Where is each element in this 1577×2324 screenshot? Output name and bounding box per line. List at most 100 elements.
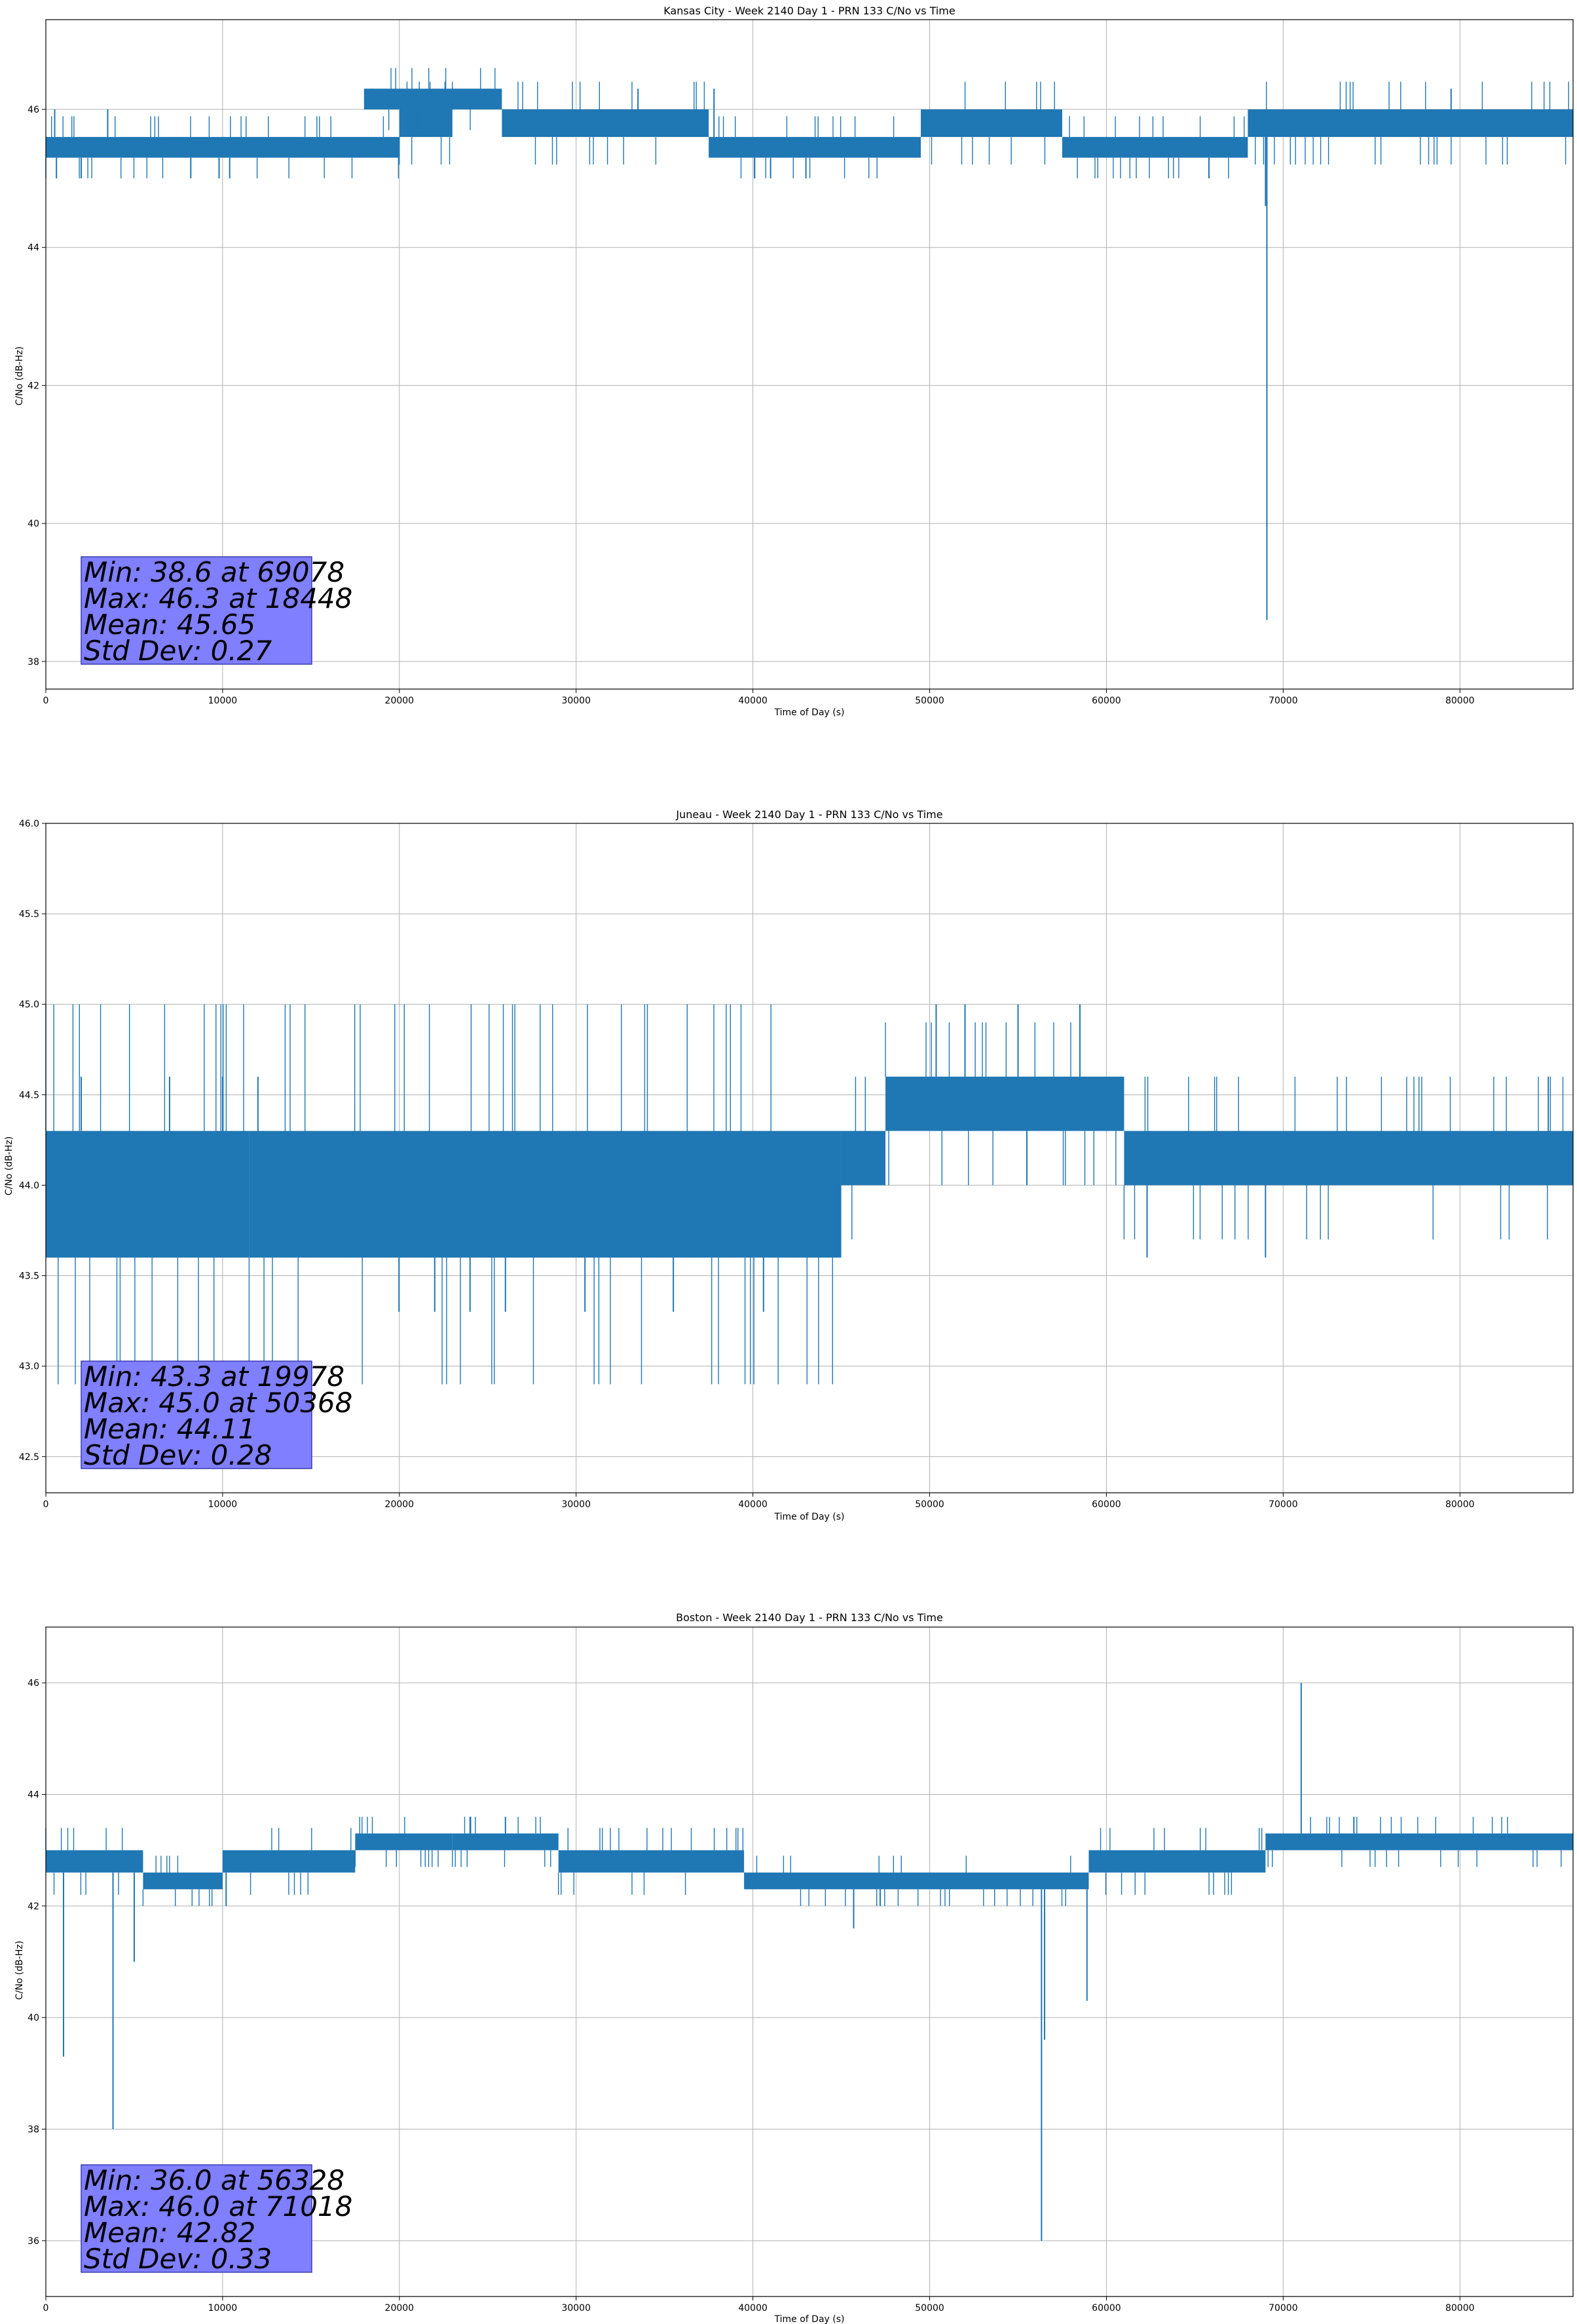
y-tick-label: 40 xyxy=(28,2013,39,2023)
plot-frame xyxy=(45,1626,1574,2297)
band-fill xyxy=(222,1850,356,1873)
band-fill xyxy=(1124,1131,1573,1186)
x-tick-label: 20000 xyxy=(385,2303,415,2314)
band-fill xyxy=(46,1850,143,1873)
stats-box: Min: 38.6 at 69078 Max: 46.3 at 18448 Me… xyxy=(81,556,352,667)
x-tick-label: 70000 xyxy=(1269,1499,1298,1510)
band-flicker xyxy=(388,67,496,130)
x-tick-label: 60000 xyxy=(1092,696,1121,706)
y-tick-label: 36 xyxy=(28,2236,39,2247)
band-fill xyxy=(355,1833,453,1850)
stats-std-dev: Std Dev: 0.28 xyxy=(84,1439,272,1471)
band-flicker xyxy=(931,81,1055,165)
y-tick-label: 45.5 xyxy=(19,909,39,920)
x-tick-label: 70000 xyxy=(1269,2303,1298,2314)
y-tick-label: 45.0 xyxy=(19,1000,39,1010)
data-series xyxy=(45,1683,1573,2241)
signal-band xyxy=(885,1022,1124,1186)
band-flicker xyxy=(1255,81,1569,165)
signal-band xyxy=(142,1856,223,1906)
band-fill xyxy=(363,88,502,109)
panel-boston: 0 10000 20000 30000 40000 50000 60000 70000 8000… xyxy=(14,1611,1574,2324)
signal-band xyxy=(363,67,502,130)
x-tick-label: 0 xyxy=(43,696,49,706)
band-flicker xyxy=(558,1827,744,1895)
band-flicker xyxy=(142,1856,213,1906)
signal-band xyxy=(1088,1827,1266,1895)
y-tick-label: 46 xyxy=(28,1678,39,1689)
band-fill xyxy=(1248,109,1573,138)
x-tick-label: 50000 xyxy=(915,696,944,706)
signal-band xyxy=(452,1816,559,1867)
band-flicker xyxy=(248,1004,833,1385)
x-tick-label: 10000 xyxy=(208,696,238,706)
x-tick-label: 0 xyxy=(43,2303,49,2314)
y-tick-label: 46 xyxy=(28,105,39,115)
band-fill xyxy=(921,109,1062,138)
stats-box-background xyxy=(81,2164,312,2273)
band-fill xyxy=(502,109,709,138)
stats-mean: Mean: 44.11 xyxy=(84,1413,255,1445)
plot-frame xyxy=(45,823,1574,1493)
x-tick-label: 20000 xyxy=(385,1499,415,1510)
signal-band xyxy=(222,1827,356,1895)
y-tick-label: 44 xyxy=(28,243,39,253)
x-tick-label: 80000 xyxy=(1445,2303,1475,2314)
x-tick-label: 10000 xyxy=(208,1499,238,1510)
signal-band xyxy=(45,1004,250,1385)
x-tick-label: 40000 xyxy=(738,696,768,706)
stats-min: Min: 36.0 at 56328 xyxy=(84,2164,344,2196)
panel-kansas-city: 0 10000 20000 30000 40000 50000 60000 70000 8000… xyxy=(14,5,1574,718)
x-tick-label: 30000 xyxy=(561,1499,591,1510)
band-fill xyxy=(744,1872,1089,1890)
band-fill xyxy=(46,1131,250,1258)
band-fill xyxy=(1088,1850,1266,1873)
band-fill xyxy=(709,137,921,158)
signal-band xyxy=(921,81,1062,165)
plot-frame xyxy=(45,19,1574,690)
band-flicker xyxy=(1123,1076,1564,1240)
signal-band xyxy=(1248,81,1573,165)
y-tick-label: 44 xyxy=(28,1790,39,1801)
x-tick-label: 60000 xyxy=(1092,2303,1121,2314)
stats-mean: Mean: 45.65 xyxy=(84,609,255,641)
stats-max: Max: 46.3 at 18448 xyxy=(84,582,352,614)
band-fill xyxy=(399,109,453,138)
band-flicker xyxy=(1267,1816,1562,1867)
axes: 0 10000 20000 30000 40000 50000 60000 70000 8000… xyxy=(19,819,1574,1510)
signal-band xyxy=(45,116,399,179)
signal-band xyxy=(558,1827,745,1895)
band-flicker xyxy=(1069,116,1245,179)
axes: 0 10000 20000 30000 40000 50000 60000 70000 8000… xyxy=(28,19,1574,706)
y-tick-label: 44.0 xyxy=(19,1180,39,1191)
y-tick-label: 44.5 xyxy=(19,1090,39,1100)
stats-max: Max: 45.0 at 50368 xyxy=(84,1387,352,1419)
x-axis-label: Time of Day (s) xyxy=(774,1512,845,1522)
x-tick-label: 50000 xyxy=(915,2303,944,2314)
y-tick-label: 42.5 xyxy=(19,1452,39,1463)
stats-box-background xyxy=(81,556,312,665)
band-flicker xyxy=(1100,1827,1263,1895)
y-axis-label: C/No (dB-Hz) xyxy=(4,1136,14,1195)
signal-band xyxy=(248,1004,842,1385)
y-tick-label: 43.0 xyxy=(19,1362,39,1372)
y-axis-label: C/No (dB-Hz) xyxy=(14,1941,25,2000)
y-axis-label: C/No (dB-Hz) xyxy=(14,347,25,405)
x-tick-label: 0 xyxy=(43,1499,49,1510)
signal-band xyxy=(841,1076,886,1240)
signal-band xyxy=(1265,1816,1573,1867)
chart-title: Juneau - Week 2140 Day 1 - PRN 133 C/No … xyxy=(675,808,942,821)
stats-mean: Mean: 42.82 xyxy=(84,2217,255,2249)
band-fill xyxy=(1265,1833,1573,1850)
x-axis-label: Time of Day (s) xyxy=(774,707,845,718)
band-flicker xyxy=(354,1816,439,1867)
band-flicker xyxy=(517,81,705,165)
y-tick-label: 38 xyxy=(28,2125,39,2135)
x-tick-label: 70000 xyxy=(1269,696,1298,706)
x-tick-label: 20000 xyxy=(385,696,415,706)
x-tick-label: 60000 xyxy=(1092,1499,1121,1510)
stats-max: Max: 46.0 at 71018 xyxy=(84,2190,352,2222)
axes: 0 10000 20000 30000 40000 50000 60000 70000 8000… xyxy=(28,1626,1574,2314)
band-fill xyxy=(143,1872,223,1890)
